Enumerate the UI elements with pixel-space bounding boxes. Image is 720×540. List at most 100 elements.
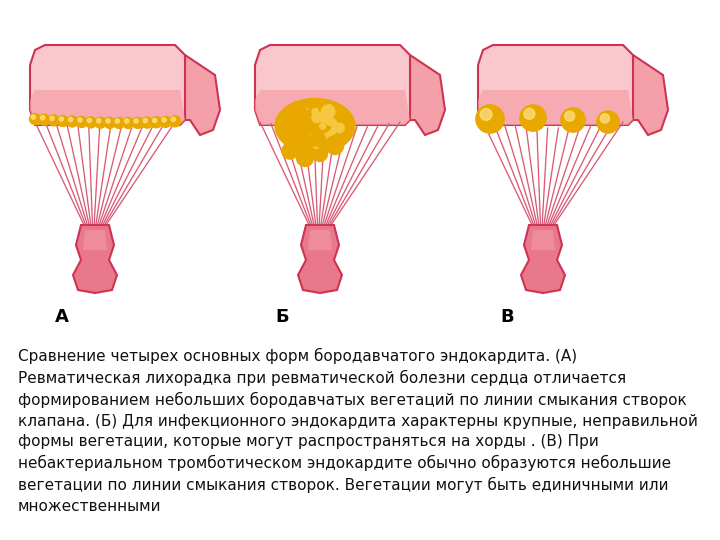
Circle shape <box>153 118 157 123</box>
Circle shape <box>95 117 106 128</box>
Circle shape <box>306 109 326 129</box>
Circle shape <box>312 125 331 143</box>
Circle shape <box>48 115 59 126</box>
Circle shape <box>312 112 322 123</box>
Circle shape <box>296 125 313 142</box>
Circle shape <box>302 126 324 148</box>
Polygon shape <box>478 90 633 125</box>
Circle shape <box>106 119 110 123</box>
Polygon shape <box>255 45 410 125</box>
Circle shape <box>315 104 328 118</box>
Circle shape <box>58 116 68 126</box>
Circle shape <box>312 146 328 161</box>
Circle shape <box>171 117 176 122</box>
Circle shape <box>78 118 82 122</box>
Circle shape <box>59 117 63 121</box>
Circle shape <box>294 118 315 139</box>
Circle shape <box>40 116 45 120</box>
Circle shape <box>297 150 313 166</box>
Polygon shape <box>478 45 633 125</box>
Polygon shape <box>633 55 668 135</box>
Circle shape <box>68 118 73 122</box>
Circle shape <box>300 110 315 124</box>
Circle shape <box>284 121 302 139</box>
Circle shape <box>31 115 35 119</box>
Circle shape <box>480 109 492 120</box>
Circle shape <box>319 117 338 136</box>
Circle shape <box>142 117 153 128</box>
Circle shape <box>143 119 148 123</box>
Circle shape <box>564 111 575 121</box>
Circle shape <box>323 115 341 134</box>
Polygon shape <box>308 230 332 250</box>
Circle shape <box>330 116 343 128</box>
Circle shape <box>561 108 585 132</box>
Circle shape <box>314 118 337 141</box>
Circle shape <box>335 123 344 133</box>
Circle shape <box>326 138 343 154</box>
Circle shape <box>295 109 312 126</box>
Circle shape <box>282 143 298 159</box>
Circle shape <box>86 117 96 128</box>
Circle shape <box>134 119 138 123</box>
Circle shape <box>310 119 330 140</box>
Circle shape <box>296 110 321 136</box>
Circle shape <box>306 123 330 148</box>
Polygon shape <box>531 230 555 250</box>
Circle shape <box>39 114 50 125</box>
Circle shape <box>162 118 166 122</box>
Circle shape <box>284 105 308 128</box>
Circle shape <box>299 125 321 147</box>
Circle shape <box>334 123 350 139</box>
Circle shape <box>324 125 343 144</box>
Circle shape <box>305 119 321 135</box>
Circle shape <box>283 106 298 121</box>
Circle shape <box>310 105 329 124</box>
Circle shape <box>76 117 87 127</box>
Circle shape <box>328 125 346 143</box>
Text: В: В <box>500 308 513 326</box>
Circle shape <box>30 113 40 125</box>
Text: Б: Б <box>275 308 289 326</box>
Circle shape <box>320 105 343 128</box>
Polygon shape <box>298 225 342 293</box>
Circle shape <box>125 119 129 123</box>
Circle shape <box>104 117 115 129</box>
Polygon shape <box>30 45 185 125</box>
Circle shape <box>476 105 504 133</box>
Circle shape <box>524 109 535 119</box>
Circle shape <box>321 105 335 118</box>
Circle shape <box>160 116 171 127</box>
Circle shape <box>123 118 134 129</box>
Circle shape <box>312 105 336 129</box>
Circle shape <box>316 132 334 150</box>
Circle shape <box>311 114 330 133</box>
Circle shape <box>284 111 308 134</box>
Circle shape <box>306 116 325 135</box>
Circle shape <box>326 118 333 125</box>
Circle shape <box>114 118 125 129</box>
Text: А: А <box>55 308 69 326</box>
Circle shape <box>311 132 325 146</box>
Polygon shape <box>255 90 410 125</box>
Polygon shape <box>185 55 220 135</box>
Circle shape <box>307 112 329 133</box>
Circle shape <box>320 123 325 129</box>
Circle shape <box>312 109 318 115</box>
Circle shape <box>309 114 328 134</box>
Circle shape <box>87 118 91 123</box>
Circle shape <box>67 116 78 127</box>
Circle shape <box>314 124 330 140</box>
Circle shape <box>115 119 120 123</box>
Circle shape <box>169 116 181 127</box>
Polygon shape <box>30 90 185 125</box>
Polygon shape <box>410 55 445 135</box>
Circle shape <box>600 114 610 123</box>
Circle shape <box>520 105 546 131</box>
Circle shape <box>50 116 54 120</box>
Circle shape <box>597 111 619 133</box>
Polygon shape <box>521 225 565 293</box>
Circle shape <box>320 116 327 123</box>
Circle shape <box>132 117 143 129</box>
Circle shape <box>317 118 331 132</box>
